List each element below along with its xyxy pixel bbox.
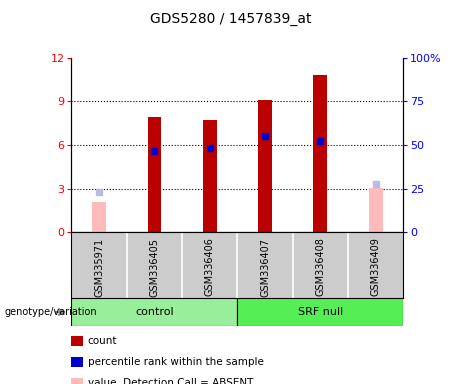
Text: GSM336409: GSM336409 xyxy=(371,238,381,296)
Text: GSM336407: GSM336407 xyxy=(260,238,270,296)
Bar xyxy=(92,202,106,232)
Bar xyxy=(369,188,383,232)
Text: control: control xyxy=(135,307,174,317)
Text: percentile rank within the sample: percentile rank within the sample xyxy=(88,357,264,367)
Text: value, Detection Call = ABSENT: value, Detection Call = ABSENT xyxy=(88,378,253,384)
Text: genotype/variation: genotype/variation xyxy=(5,307,97,317)
Bar xyxy=(237,298,403,326)
Bar xyxy=(258,100,272,232)
Text: GDS5280 / 1457839_at: GDS5280 / 1457839_at xyxy=(150,12,311,25)
Text: SRF null: SRF null xyxy=(298,307,343,317)
Bar xyxy=(148,117,161,232)
Text: count: count xyxy=(88,336,117,346)
Text: GSM336408: GSM336408 xyxy=(315,238,325,296)
Text: GSM335971: GSM335971 xyxy=(94,238,104,297)
Bar xyxy=(313,75,327,232)
Bar xyxy=(71,298,237,326)
Text: GSM336406: GSM336406 xyxy=(205,238,215,296)
Text: GSM336405: GSM336405 xyxy=(149,238,160,296)
Bar xyxy=(203,120,217,232)
